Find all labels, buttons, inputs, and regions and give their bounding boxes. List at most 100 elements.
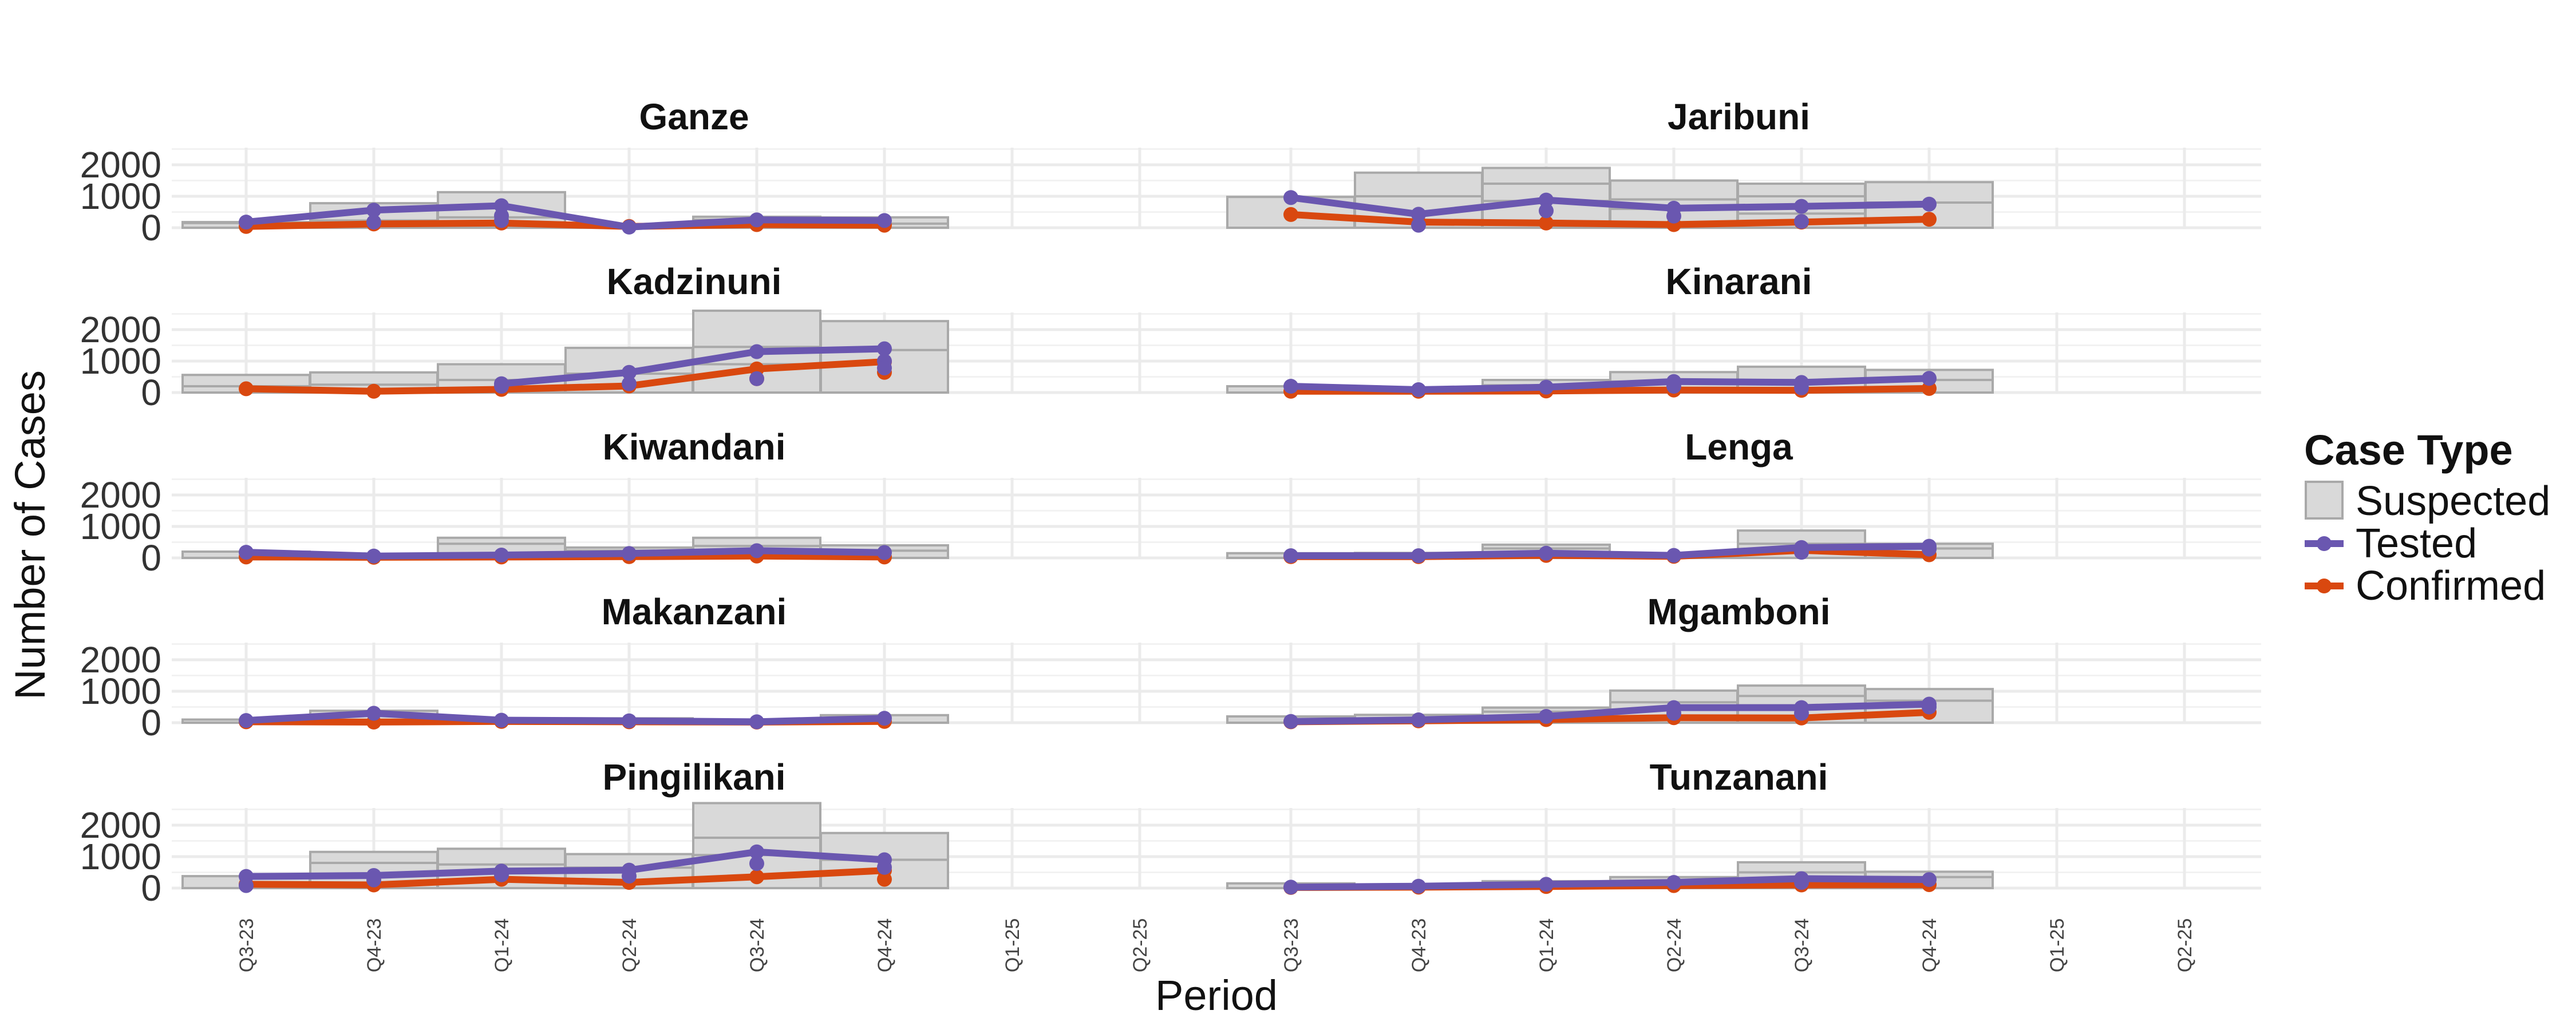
tested-point (749, 856, 764, 871)
tested-point (494, 867, 509, 882)
confirmed-point (1283, 207, 1298, 222)
tested-point (1539, 203, 1554, 219)
y-tick-label: 2000 (80, 144, 161, 185)
panel-title: Pingilikani (602, 756, 785, 798)
panel-title: Ganze (639, 96, 749, 137)
tested-point (622, 713, 637, 728)
tested-point (622, 546, 637, 561)
tested-point (1411, 878, 1426, 894)
x-tick-label: Q1-24 (491, 918, 513, 973)
tested-point (239, 215, 254, 230)
tested-point (1283, 379, 1298, 394)
tested-point (749, 344, 764, 359)
tested-point (1539, 192, 1554, 208)
tested-point (239, 713, 254, 728)
legend-swatch-suspected (2305, 481, 2344, 520)
tested-point (749, 371, 764, 386)
tested-point (622, 869, 637, 884)
tested-point (1794, 214, 1809, 229)
tested-point (494, 548, 509, 563)
panel-title: Kadzinuni (607, 261, 782, 302)
tested-point (239, 545, 254, 560)
y-tick-label: 0 (141, 207, 161, 248)
tested-point (1922, 699, 1937, 715)
x-tick-label: Q4-24 (1919, 918, 1941, 973)
tested-point (1411, 217, 1426, 233)
x-tick-label: Q3-23 (1281, 918, 1302, 973)
y-tick-label: 0 (141, 372, 161, 413)
tested-point (494, 213, 509, 228)
tested-point (749, 844, 764, 859)
tested-point (1411, 207, 1426, 222)
confirmed-point (366, 383, 381, 399)
x-tick-label: Q3-24 (746, 918, 768, 973)
y-tick-label: 2000 (80, 309, 161, 350)
tested-point (1794, 545, 1809, 560)
panel-mgamboni: Mgamboni (1216, 591, 2261, 730)
confirmed-point (1539, 215, 1554, 231)
panel-title: Tunzanani (1650, 756, 1828, 798)
x-tick-label: Q4-23 (364, 918, 385, 973)
tested-point (749, 212, 764, 228)
panel-lenga: Lenga (1216, 426, 2261, 564)
legend-point-tested (2317, 536, 2332, 551)
panel-title: Kiwandani (602, 426, 785, 468)
tested-point (1283, 548, 1298, 564)
y-tick-label: 2000 (80, 474, 161, 516)
tested-point (1666, 548, 1681, 563)
tested-point (1794, 199, 1809, 214)
tested-point (877, 341, 892, 356)
tested-point (239, 878, 254, 893)
confirmed-point (749, 869, 764, 885)
tested-line (243, 848, 888, 880)
tested-point (1666, 875, 1681, 890)
x-tick-label: Q3-23 (236, 918, 258, 973)
x-tick-label: Q2-25 (1129, 918, 1151, 973)
tested-point (1539, 545, 1554, 561)
tested-point (1411, 712, 1426, 728)
confirmed-point (877, 871, 892, 887)
legend-label-confirmed: Confirmed (2356, 563, 2546, 609)
tested-point (366, 215, 381, 230)
y-tick-label: 1000 (80, 176, 161, 217)
tested-line (498, 345, 888, 387)
tested-line (1287, 875, 1933, 891)
legend-label-tested: Tested (2356, 521, 2477, 566)
tested-point (877, 859, 892, 875)
tested-point (622, 365, 637, 380)
tested-point (1411, 382, 1426, 398)
x-tick-label: Q3-24 (1791, 918, 1813, 973)
confirmed-point (1922, 212, 1937, 227)
tested-point (622, 219, 637, 235)
tested-point (1411, 548, 1426, 564)
tested-point (1283, 880, 1298, 895)
legend-label-suspected: Suspected (2356, 478, 2550, 524)
tested-point (1539, 709, 1554, 724)
panel-title: Kinarani (1665, 261, 1812, 302)
tested-point (749, 714, 764, 730)
panel-title: Makanzani (602, 591, 787, 632)
confirmed-point (239, 381, 254, 397)
confirmed-line (243, 219, 888, 230)
x-tick-label: Q1-24 (1536, 918, 1558, 973)
y-axis-title: Number of Cases (6, 370, 54, 700)
tested-point (749, 543, 764, 558)
y-tick-label: 0 (141, 537, 161, 579)
panel-title: Jaribuni (1668, 96, 1810, 137)
tested-point (1539, 877, 1554, 892)
tested-point (1922, 541, 1937, 557)
y-tick-label: 0 (141, 702, 161, 743)
tested-line (243, 202, 888, 231)
tested-point (877, 711, 892, 726)
x-tick-label: Q4-23 (1408, 918, 1430, 973)
tested-point (366, 203, 381, 218)
tested-point (1666, 208, 1681, 224)
legend: Case Type Suspected Tested Confirmed (2304, 426, 2550, 609)
tested-point (877, 545, 892, 560)
legend-point-confirmed (2317, 579, 2332, 593)
